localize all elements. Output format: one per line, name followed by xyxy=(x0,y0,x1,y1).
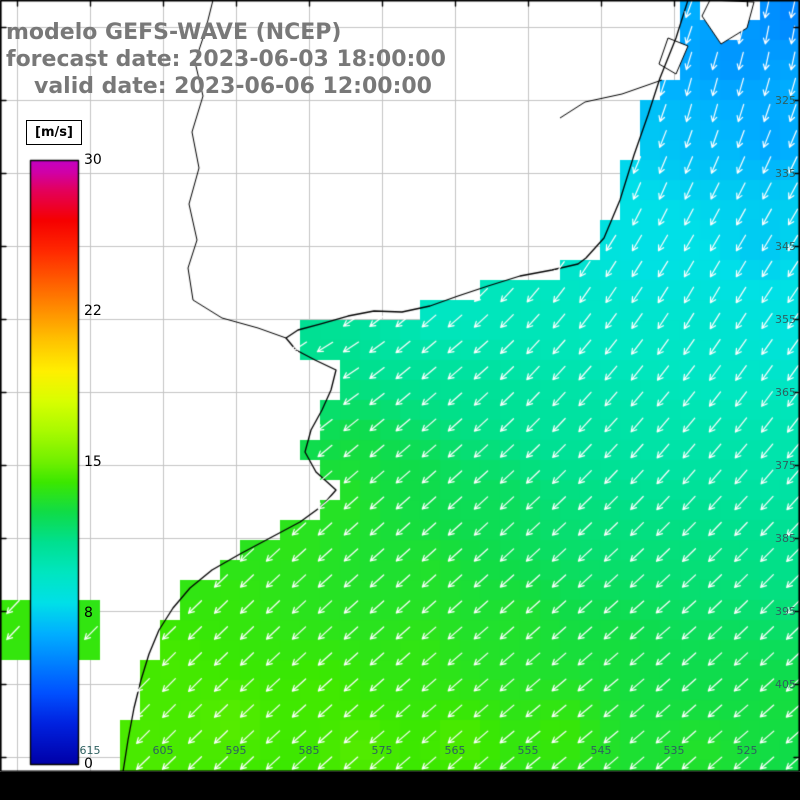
colorbar-tick-label: 8 xyxy=(84,605,93,621)
latitude-label: 385 xyxy=(775,532,796,545)
latitude-label: 345 xyxy=(775,240,796,253)
colorbar-tick-label: 30 xyxy=(84,152,102,168)
longitude-label: 585 xyxy=(298,744,320,757)
latitude-label: 405 xyxy=(775,678,796,691)
longitude-label: 555 xyxy=(517,744,539,757)
colorbar-units-label: [m/s] xyxy=(26,120,82,145)
latitude-label: 335 xyxy=(775,167,796,180)
valid-date-label: valid date: 2023-06-06 12:00:00 xyxy=(34,74,432,99)
bottom-bar xyxy=(0,772,800,800)
longitude-label: 535 xyxy=(663,744,685,757)
latitude-label: 395 xyxy=(775,605,796,618)
longitude-label: 575 xyxy=(371,744,393,757)
longitude-label: 595 xyxy=(225,744,247,757)
latitude-label: 325 xyxy=(775,94,796,107)
longitude-label: 565 xyxy=(444,744,466,757)
longitude-label: 605 xyxy=(152,744,174,757)
model-title: modelo GEFS-WAVE (NCEP) xyxy=(6,20,342,45)
forecast-date-label: forecast date: 2023-06-03 18:00:00 xyxy=(6,47,446,72)
latitude-label: 375 xyxy=(775,459,796,472)
longitude-label: 615 xyxy=(79,744,101,757)
colorbar-tick-label: 22 xyxy=(84,303,102,319)
latitude-label: 355 xyxy=(775,313,796,326)
longitude-label: 545 xyxy=(590,744,612,757)
colorbar-tick-label: 15 xyxy=(84,454,102,470)
latitude-label: 365 xyxy=(775,386,796,399)
longitude-label: 525 xyxy=(736,744,758,757)
colorbar-tick-label: 0 xyxy=(84,756,93,772)
